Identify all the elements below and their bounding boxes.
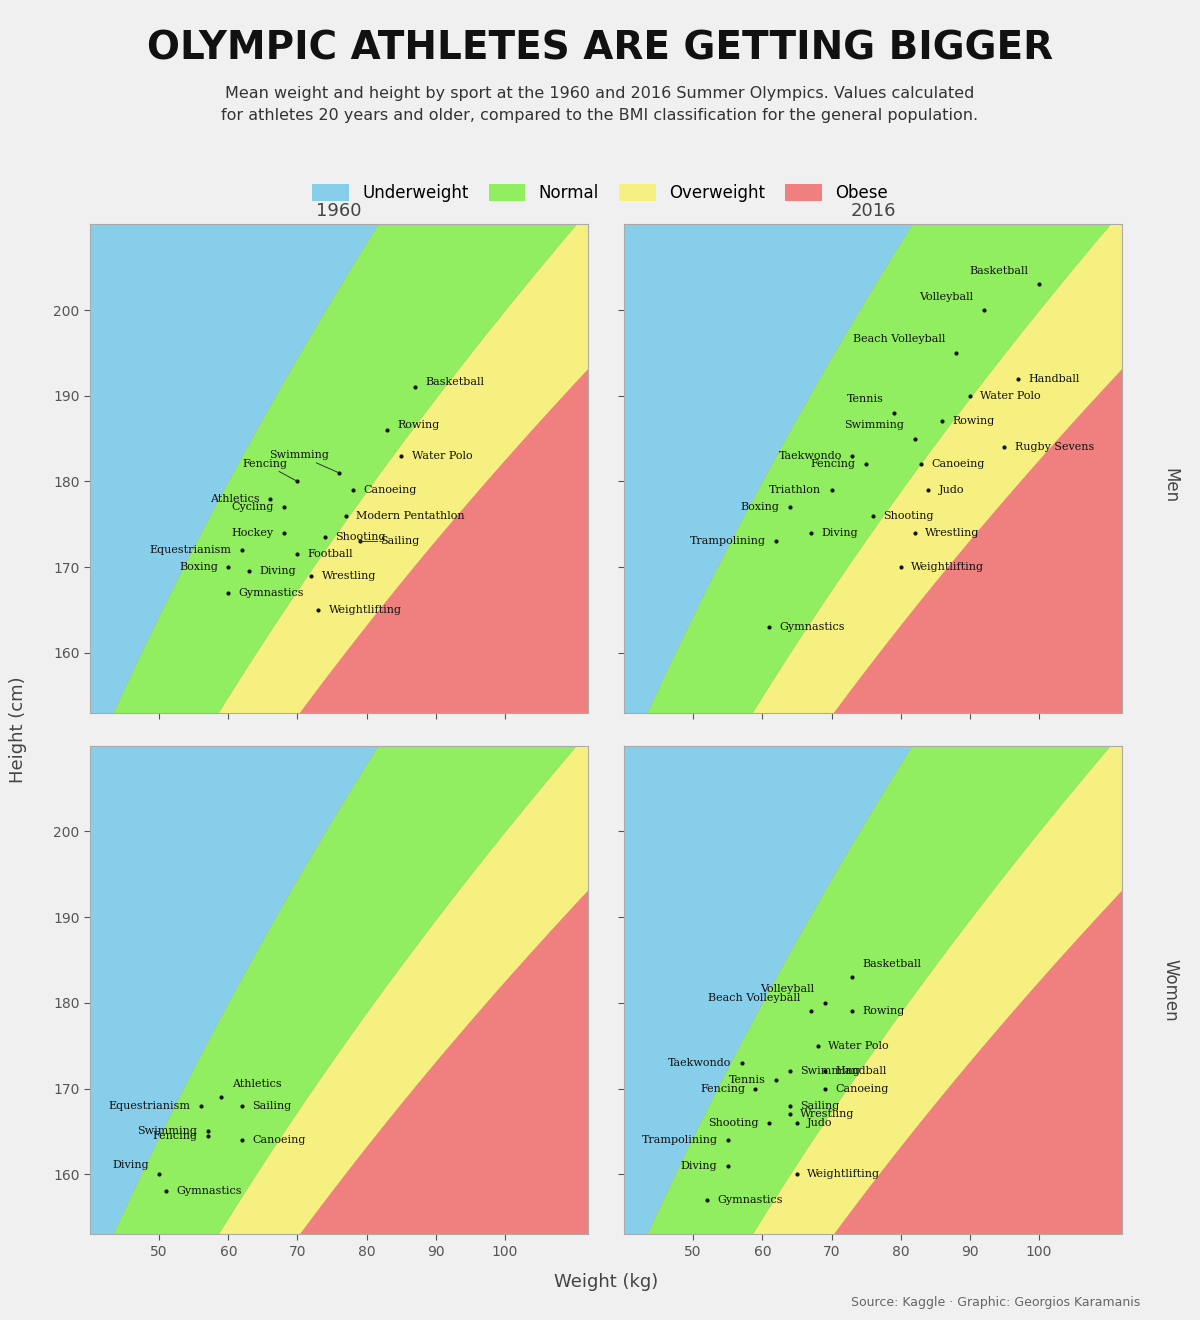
Text: Canoeing: Canoeing bbox=[364, 484, 416, 495]
Text: Water Polo: Water Polo bbox=[980, 391, 1040, 401]
Text: Weightlifting: Weightlifting bbox=[808, 1170, 881, 1179]
Text: Gymnastics: Gymnastics bbox=[239, 587, 305, 598]
Text: Gymnastics: Gymnastics bbox=[176, 1187, 242, 1196]
Text: Shooting: Shooting bbox=[883, 511, 934, 520]
Text: Basketball: Basketball bbox=[426, 378, 485, 387]
Text: Basketball: Basketball bbox=[863, 958, 922, 969]
Text: Fencing: Fencing bbox=[700, 1084, 745, 1093]
Text: Football: Football bbox=[308, 549, 354, 560]
Text: Trampolining: Trampolining bbox=[641, 1135, 718, 1144]
Text: Trampolining: Trampolining bbox=[690, 536, 766, 546]
Text: Tennis: Tennis bbox=[728, 1074, 766, 1085]
Text: Swimming: Swimming bbox=[845, 420, 904, 430]
Text: Beach Volleyball: Beach Volleyball bbox=[853, 334, 946, 345]
Text: Water Polo: Water Polo bbox=[412, 450, 473, 461]
Text: Judo: Judo bbox=[938, 484, 965, 495]
Text: Source: Kaggle · Graphic: Georgios Karamanis: Source: Kaggle · Graphic: Georgios Karam… bbox=[851, 1296, 1140, 1309]
Text: Shooting: Shooting bbox=[336, 532, 386, 543]
Text: Weight (kg): Weight (kg) bbox=[554, 1272, 658, 1291]
Text: Taekwondo: Taekwondo bbox=[668, 1057, 731, 1068]
Text: Shooting: Shooting bbox=[708, 1118, 758, 1127]
Text: Diving: Diving bbox=[680, 1160, 718, 1171]
Text: Swimming: Swimming bbox=[269, 450, 338, 473]
Text: Wrestling: Wrestling bbox=[925, 528, 979, 537]
Text: Mean weight and height by sport at the 1960 and 2016 Summer Olympics. Values cal: Mean weight and height by sport at the 1… bbox=[222, 86, 978, 123]
Text: Rowing: Rowing bbox=[863, 1006, 905, 1016]
Text: Equestrianism: Equestrianism bbox=[108, 1101, 191, 1110]
Text: Handball: Handball bbox=[1028, 374, 1080, 384]
Text: Wrestling: Wrestling bbox=[800, 1109, 854, 1119]
Title: 1960: 1960 bbox=[317, 202, 361, 220]
Text: Sailing: Sailing bbox=[800, 1101, 840, 1110]
Text: Volleyball: Volleyball bbox=[919, 292, 973, 301]
Text: Equestrianism: Equestrianism bbox=[150, 545, 232, 554]
Text: Volleyball: Volleyball bbox=[760, 985, 815, 994]
Text: Men: Men bbox=[1162, 467, 1180, 503]
Text: Canoeing: Canoeing bbox=[931, 459, 985, 470]
Text: Swimming: Swimming bbox=[800, 1067, 860, 1076]
Text: Fencing: Fencing bbox=[242, 458, 298, 482]
Text: Boxing: Boxing bbox=[740, 502, 780, 512]
Text: Rugby Sevens: Rugby Sevens bbox=[1015, 442, 1094, 453]
Text: Sailing: Sailing bbox=[252, 1101, 292, 1110]
Text: Gymnastics: Gymnastics bbox=[718, 1195, 782, 1205]
Text: Modern Pentathlon: Modern Pentathlon bbox=[356, 511, 464, 520]
Text: Wrestling: Wrestling bbox=[322, 570, 376, 581]
Text: Handball: Handball bbox=[835, 1067, 887, 1076]
Text: Judo: Judo bbox=[808, 1118, 833, 1127]
Text: OLYMPIC ATHLETES ARE GETTING BIGGER: OLYMPIC ATHLETES ARE GETTING BIGGER bbox=[146, 29, 1054, 67]
Text: Hockey: Hockey bbox=[232, 528, 274, 537]
Text: Rowing: Rowing bbox=[397, 420, 440, 430]
Text: Athletics: Athletics bbox=[232, 1078, 282, 1089]
Text: Athletics: Athletics bbox=[210, 494, 259, 504]
Text: Basketball: Basketball bbox=[970, 265, 1028, 276]
Text: Weightlifting: Weightlifting bbox=[329, 605, 402, 615]
Legend: Underweight, Normal, Overweight, Obese: Underweight, Normal, Overweight, Obese bbox=[306, 177, 894, 209]
Text: Tennis: Tennis bbox=[846, 395, 883, 404]
Text: Boxing: Boxing bbox=[179, 562, 218, 572]
Text: Sailing: Sailing bbox=[360, 536, 420, 546]
Text: Water Polo: Water Polo bbox=[828, 1040, 889, 1051]
Text: Triathlon: Triathlon bbox=[769, 484, 821, 495]
Text: Diving: Diving bbox=[821, 528, 858, 537]
Text: Beach Volleyball: Beach Volleyball bbox=[708, 993, 800, 1003]
Text: Diving: Diving bbox=[259, 566, 296, 577]
Text: Canoeing: Canoeing bbox=[252, 1135, 306, 1144]
Text: Diving: Diving bbox=[112, 1160, 149, 1170]
Text: Cycling: Cycling bbox=[230, 502, 274, 512]
Text: Fencing: Fencing bbox=[152, 1131, 197, 1140]
Text: Weightlifting: Weightlifting bbox=[911, 562, 984, 572]
Text: Taekwondo: Taekwondo bbox=[779, 450, 842, 461]
Text: Height (cm): Height (cm) bbox=[8, 676, 28, 783]
Text: Fencing: Fencing bbox=[811, 459, 856, 470]
Text: Swimming: Swimming bbox=[137, 1126, 197, 1137]
Text: Rowing: Rowing bbox=[953, 417, 995, 426]
Text: Women: Women bbox=[1162, 958, 1180, 1022]
Text: Canoeing: Canoeing bbox=[835, 1084, 888, 1093]
Title: 2016: 2016 bbox=[851, 202, 895, 220]
Text: Gymnastics: Gymnastics bbox=[780, 622, 845, 632]
